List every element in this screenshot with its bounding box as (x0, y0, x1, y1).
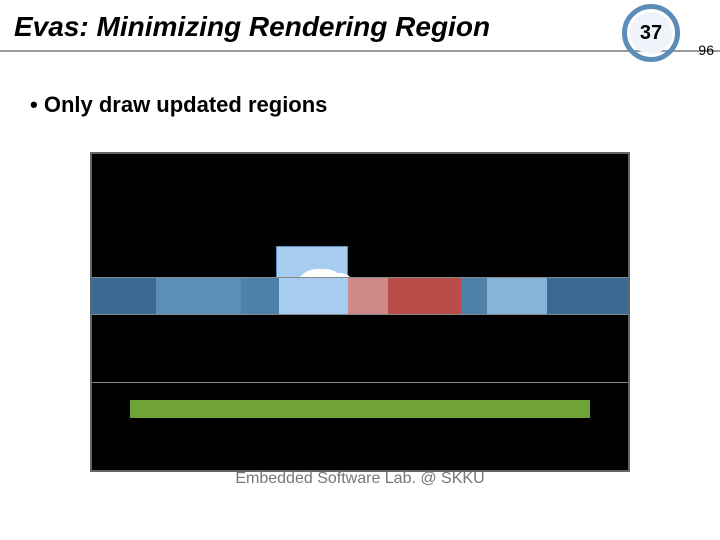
badge-text: 37 (622, 4, 680, 62)
page-badge: 37 (622, 4, 680, 62)
strip-segment (279, 278, 348, 314)
strip-segment (241, 278, 279, 314)
slide-title: Evas: Minimizing Rendering Region (14, 12, 712, 43)
total-count: 96 (698, 42, 714, 58)
strip-divider-bottom (92, 314, 628, 315)
ground-line (92, 382, 628, 383)
strip-segment (461, 278, 487, 314)
strip-segment (547, 278, 628, 314)
strip-segment (92, 278, 156, 314)
strip-segment (487, 278, 547, 314)
updated-strip (92, 278, 628, 314)
strip-segment (388, 278, 461, 314)
render-region-figure (90, 152, 630, 472)
green-bar (130, 400, 590, 418)
footer-text: Embedded Software Lab. @ SKKU (0, 470, 720, 488)
strip-divider-top (92, 277, 628, 278)
title-row: Evas: Minimizing Rendering Region (0, 0, 720, 43)
strip-segment (348, 278, 388, 314)
slide: Evas: Minimizing Rendering Region 37 96 … (0, 0, 720, 540)
title-underline (0, 50, 720, 52)
bullet-text: Only draw updated regions (30, 92, 327, 118)
strip-segment (156, 278, 241, 314)
